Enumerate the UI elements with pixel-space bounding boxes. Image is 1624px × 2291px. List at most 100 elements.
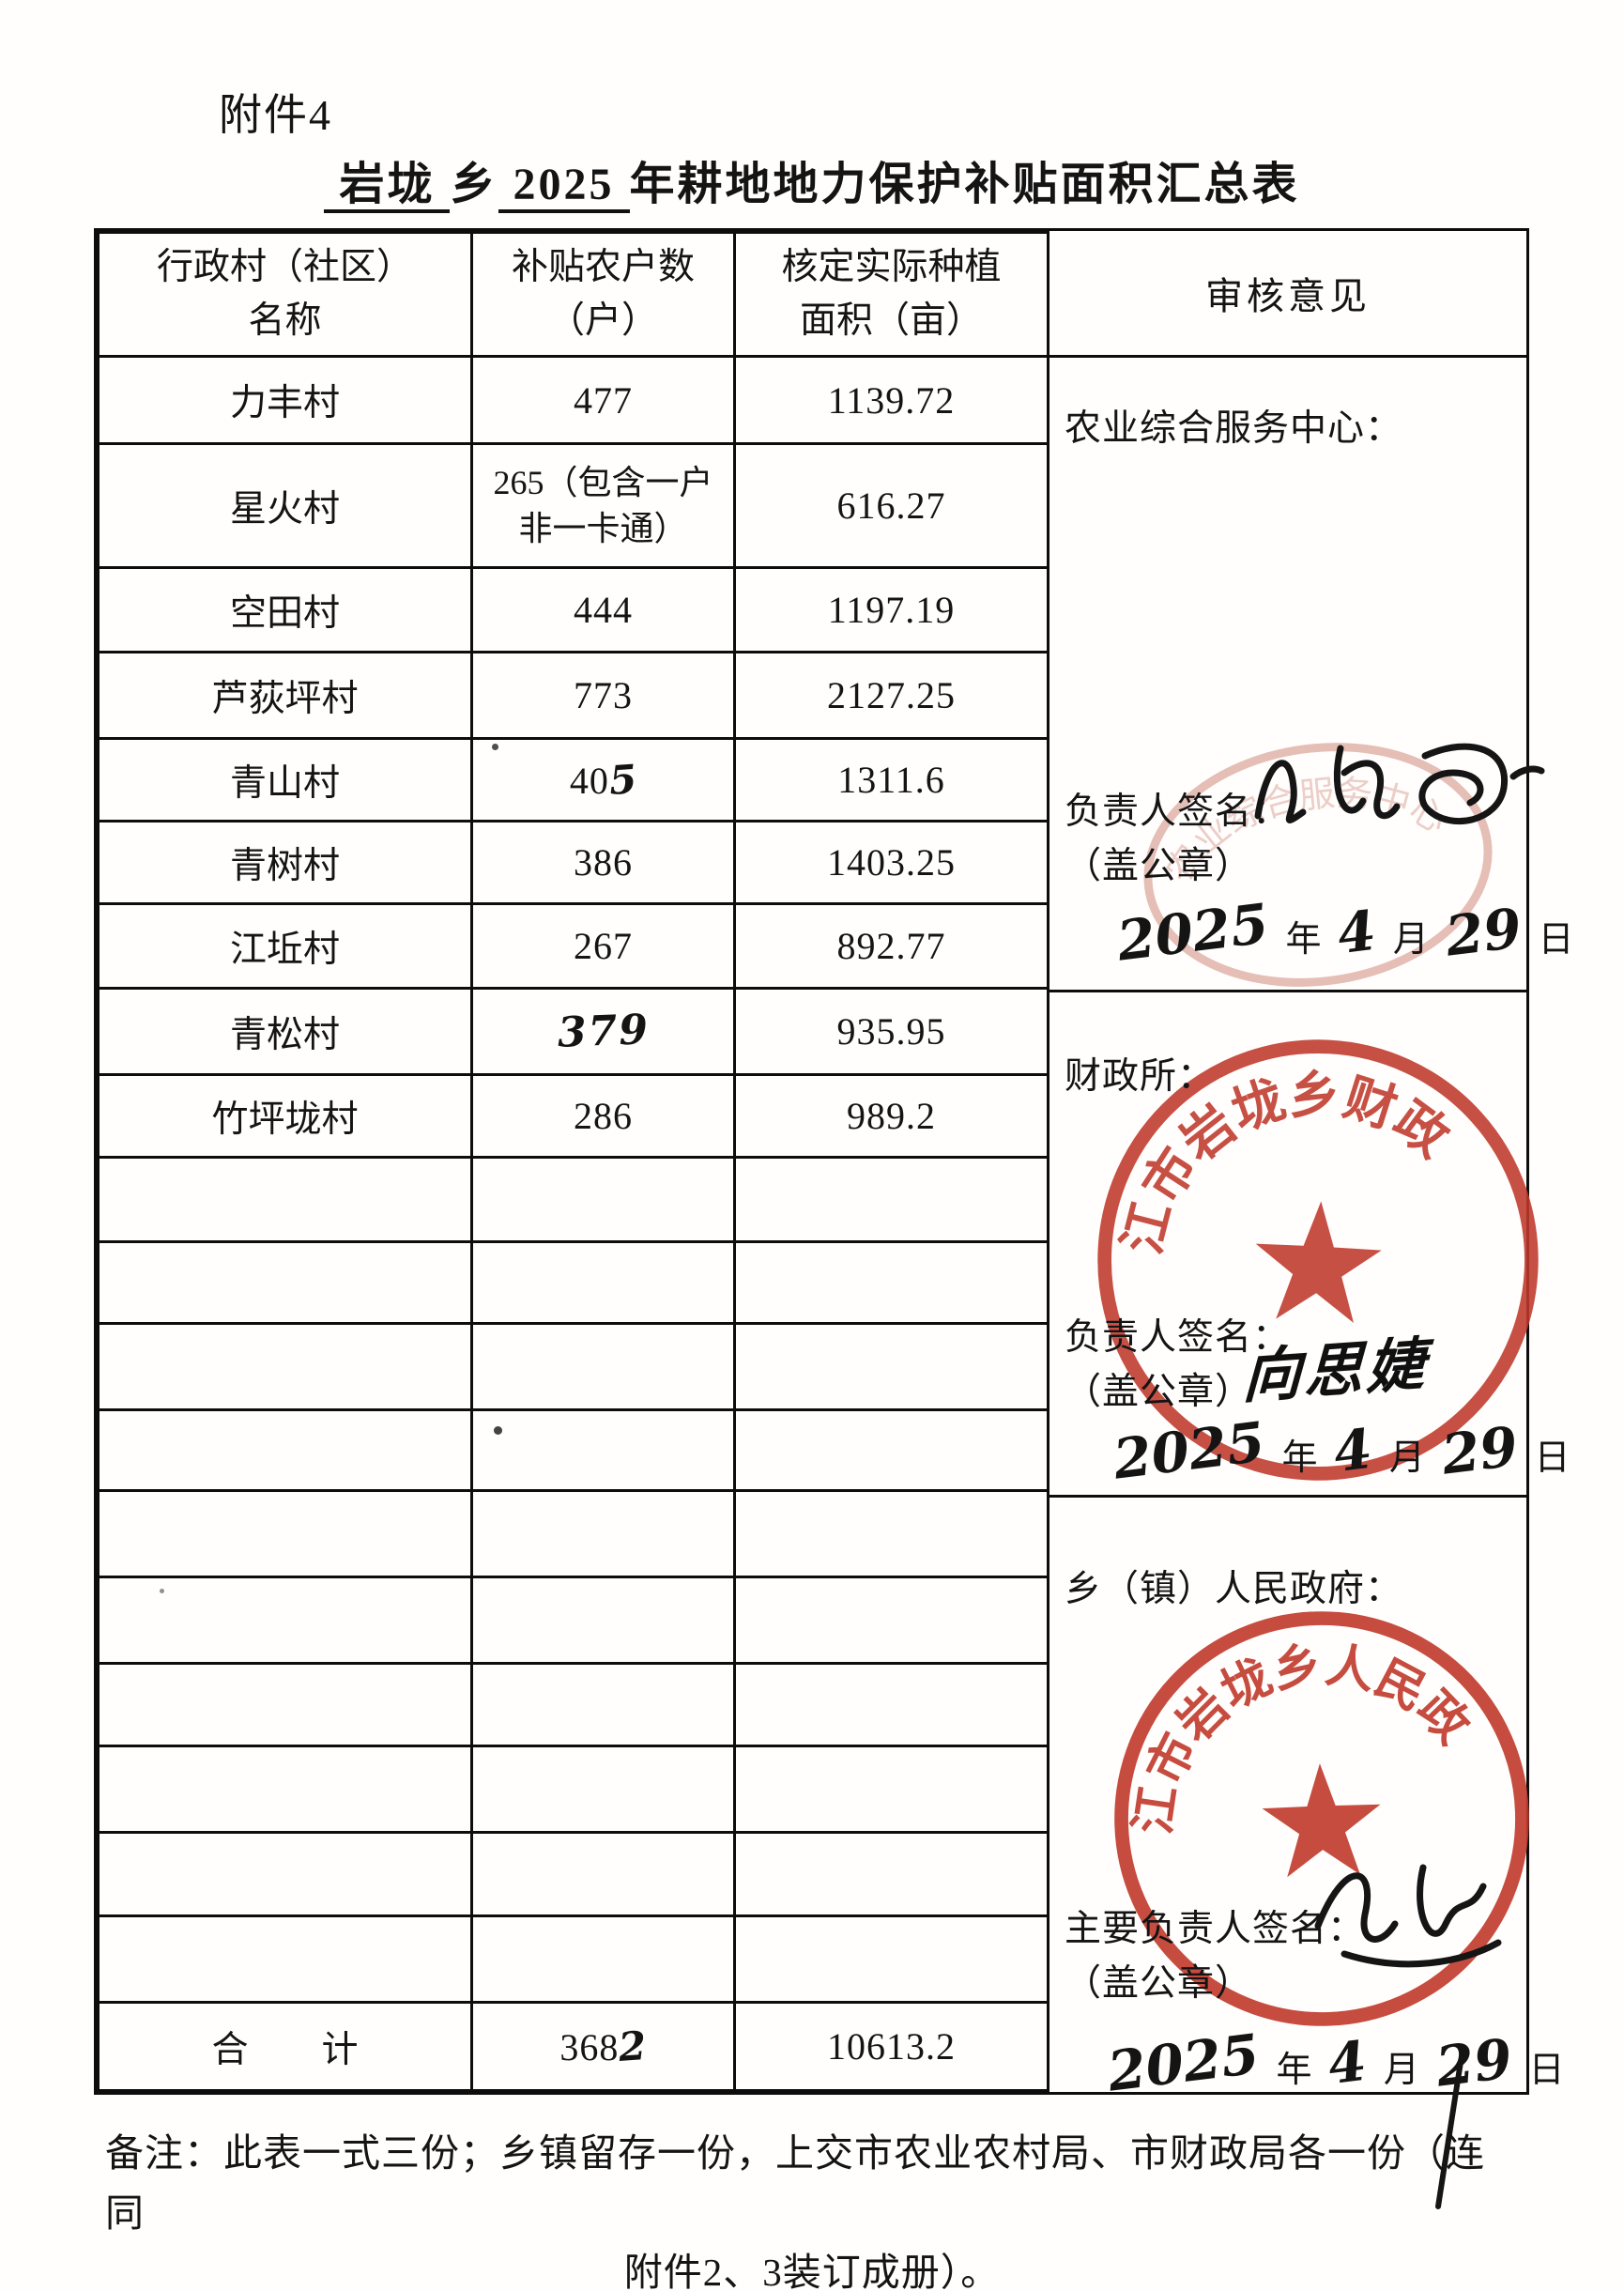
village-data-table: 行政村（社区） 名称 补贴农户数 （户） 核定实际种植 面积（亩） 力丰村 47… <box>97 231 1049 2092</box>
signature-scribble <box>1254 743 1545 825</box>
official-stamp-government-icon: 江市岩垅乡人民政 <box>1114 1611 1529 2026</box>
empty-row <box>97 1576 1049 1665</box>
section-title: 财政所： <box>1065 1056 1216 1097</box>
households-cell: 379 <box>470 987 736 1076</box>
village-name-cell: 竹坪垅村 <box>97 1073 473 1159</box>
village-name-cell: 江坵村 <box>97 902 473 990</box>
handwritten-digit: 2 <box>617 2022 649 2070</box>
official-stamp-finance-icon: 江市岩垅乡财政 <box>1097 1039 1539 1481</box>
star-icon <box>1255 1201 1382 1323</box>
handwritten-month: 4 <box>1325 2028 1371 2098</box>
table-row: 竹坪垅村 286 989.2 <box>97 1073 1049 1159</box>
total-area-cell: 10613.2 <box>733 2001 1049 2092</box>
seal-label: （盖公章） <box>1065 1372 1253 1412</box>
village-name-cell: 青山村 <box>97 737 473 823</box>
handwritten-year: 2025 <box>1104 2022 1263 2104</box>
area-cell: 616.27 <box>733 442 1049 569</box>
signer-label: 负责人签名： <box>1065 792 1291 832</box>
total-label-cell: 合 计 <box>97 2001 473 2092</box>
signature-text: 向思婕 <box>1241 1332 1430 1411</box>
review-section-agri-center: 农业综合服务中心 农业综合服务中心： 负责人签名： （盖公章） <box>1049 358 1574 992</box>
review-section-finance-office: 江市岩垅乡财政 财政所： 负责人签名： （盖公章） 向思婕 2025 年 4 月 29 日 <box>1049 992 1570 1498</box>
scan-speck <box>160 1589 164 1593</box>
section-title: 乡（镇）人民政府： <box>1065 1569 1403 1609</box>
handwritten-year: 2025 <box>1113 891 1272 974</box>
handwritten-month: 4 <box>1330 1416 1376 1485</box>
table-row: 力丰村 477 1139.72 <box>97 355 1049 445</box>
signature-scribble <box>1314 1864 1502 1968</box>
handwritten-number: 379 <box>556 1006 651 1057</box>
official-stamp-faint-icon: 农业综合服务中心 <box>1143 743 1493 987</box>
table-row: 星火村 265（包含一户非一卡通） 616.27 <box>97 442 1049 569</box>
title-year: 2025 <box>498 160 630 213</box>
households-cell: 773 <box>470 651 736 740</box>
empty-row <box>97 1156 1049 1243</box>
scan-speck <box>492 744 498 750</box>
village-name-cell: 力丰村 <box>97 355 473 445</box>
table-row: 青松村 379 935.95 <box>97 987 1049 1076</box>
area-cell: 1311.6 <box>733 737 1049 823</box>
village-name-cell: 青松村 <box>97 987 473 1076</box>
total-row: 合 计 3682 10613.2 <box>97 2001 1049 2092</box>
attachment-label: 附件4 <box>219 91 332 139</box>
table-row: 青树村 386 1403.25 <box>97 820 1049 905</box>
area-cell: 892.77 <box>733 902 1049 990</box>
households-cell: 405 <box>470 737 736 823</box>
total-households-cell: 3682 <box>470 2001 736 2092</box>
area-cell: 989.2 <box>733 1073 1049 1159</box>
table-row: 青山村 405 1311.6 <box>97 737 1049 823</box>
village-name-cell: 空田村 <box>97 566 473 653</box>
summary-table: 行政村（社区） 名称 补贴农户数 （户） 核定实际种植 面积（亩） 力丰村 47… <box>94 228 1574 2104</box>
date-line: 2025 年 4 月 29 日 <box>1113 891 1574 974</box>
households-cell: 444 <box>470 566 736 653</box>
village-name-cell: 芦荻坪村 <box>97 651 473 740</box>
empty-row <box>97 1914 1049 2004</box>
households-cell: 386 <box>470 820 736 905</box>
handwritten-month: 4 <box>1334 898 1380 967</box>
review-column: 审核意见 农业综合服务中心 农业综合服务中心： 负责人签名： （盖公章） <box>1049 231 1574 2104</box>
date-line: 2025 年 4 月 29 日 <box>1104 2022 1565 2104</box>
area-cell: 1403.25 <box>733 820 1049 905</box>
empty-row <box>97 1408 1049 1492</box>
scan-speck <box>494 1426 502 1435</box>
households-cell: 267 <box>470 902 736 990</box>
header-area: 核定实际种植 面积（亩） <box>733 231 1049 358</box>
title-rest: 年耕地地力保护补贴面积汇总表 <box>629 160 1300 209</box>
village-name-cell: 星火村 <box>97 442 473 569</box>
seal-label: （盖公章） <box>1065 1963 1253 2004</box>
handwritten-day: 29 <box>1441 896 1525 969</box>
header-households: 补贴农户数 （户） <box>470 231 736 358</box>
footer-note: 备注：此表一式三份；乡镇留存一份，上交市农业农村局、市财政局各一份（连同 附件2… <box>105 2131 1485 2291</box>
title-township: 岩垅 <box>324 160 451 213</box>
table-row: 空田村 444 1197.19 <box>97 566 1049 653</box>
households-cell: 265（包含一户非一卡通） <box>470 442 736 569</box>
empty-row <box>97 1322 1049 1411</box>
signer-label: 负责人签名： <box>1065 1317 1291 1358</box>
empty-row <box>97 1662 1049 1747</box>
title-mid: 乡 <box>450 160 498 209</box>
households-cell: 477 <box>470 355 736 445</box>
empty-row <box>97 1489 1049 1578</box>
empty-row <box>97 1240 1049 1325</box>
section-title: 农业综合服务中心： <box>1065 408 1403 449</box>
review-section-township-gov: 江市岩垅乡人民政 乡（镇）人民政府： 主要负责人签名： （盖公章） 2025 年 4… <box>1049 1498 1565 2104</box>
star-icon <box>1262 1763 1381 1878</box>
handwritten-year: 2025 <box>1110 1409 1268 1492</box>
signer-label: 主要负责人签名： <box>1065 1909 1366 1949</box>
table-row: 芦荻坪村 773 2127.25 <box>97 651 1049 740</box>
area-cell: 1139.72 <box>733 355 1049 445</box>
pen-stroke-tail <box>1435 2059 1463 2209</box>
table-row: 江坵村 267 892.77 <box>97 902 1049 990</box>
seal-label: （盖公章） <box>1065 846 1253 886</box>
area-cell: 2127.25 <box>733 651 1049 740</box>
households-cell: 286 <box>470 1073 736 1159</box>
header-village: 行政村（社区） 名称 <box>97 231 473 358</box>
header-row: 行政村（社区） 名称 补贴农户数 （户） 核定实际种植 面积（亩） <box>97 231 1049 358</box>
village-name-cell: 青树村 <box>97 820 473 905</box>
handwritten-digit: 5 <box>607 756 638 804</box>
empty-row <box>97 1831 1049 1917</box>
area-cell: 1197.19 <box>733 566 1049 653</box>
date-line: 2025 年 4 月 29 日 <box>1110 1409 1570 1492</box>
review-header: 审核意见 <box>1049 231 1526 358</box>
